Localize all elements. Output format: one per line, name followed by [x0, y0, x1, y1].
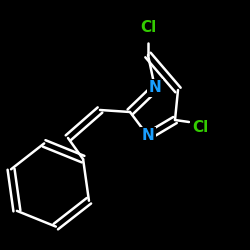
Text: N: N [148, 80, 162, 96]
Text: Cl: Cl [140, 20, 156, 36]
Text: Cl: Cl [192, 120, 208, 136]
Text: N: N [142, 128, 154, 144]
